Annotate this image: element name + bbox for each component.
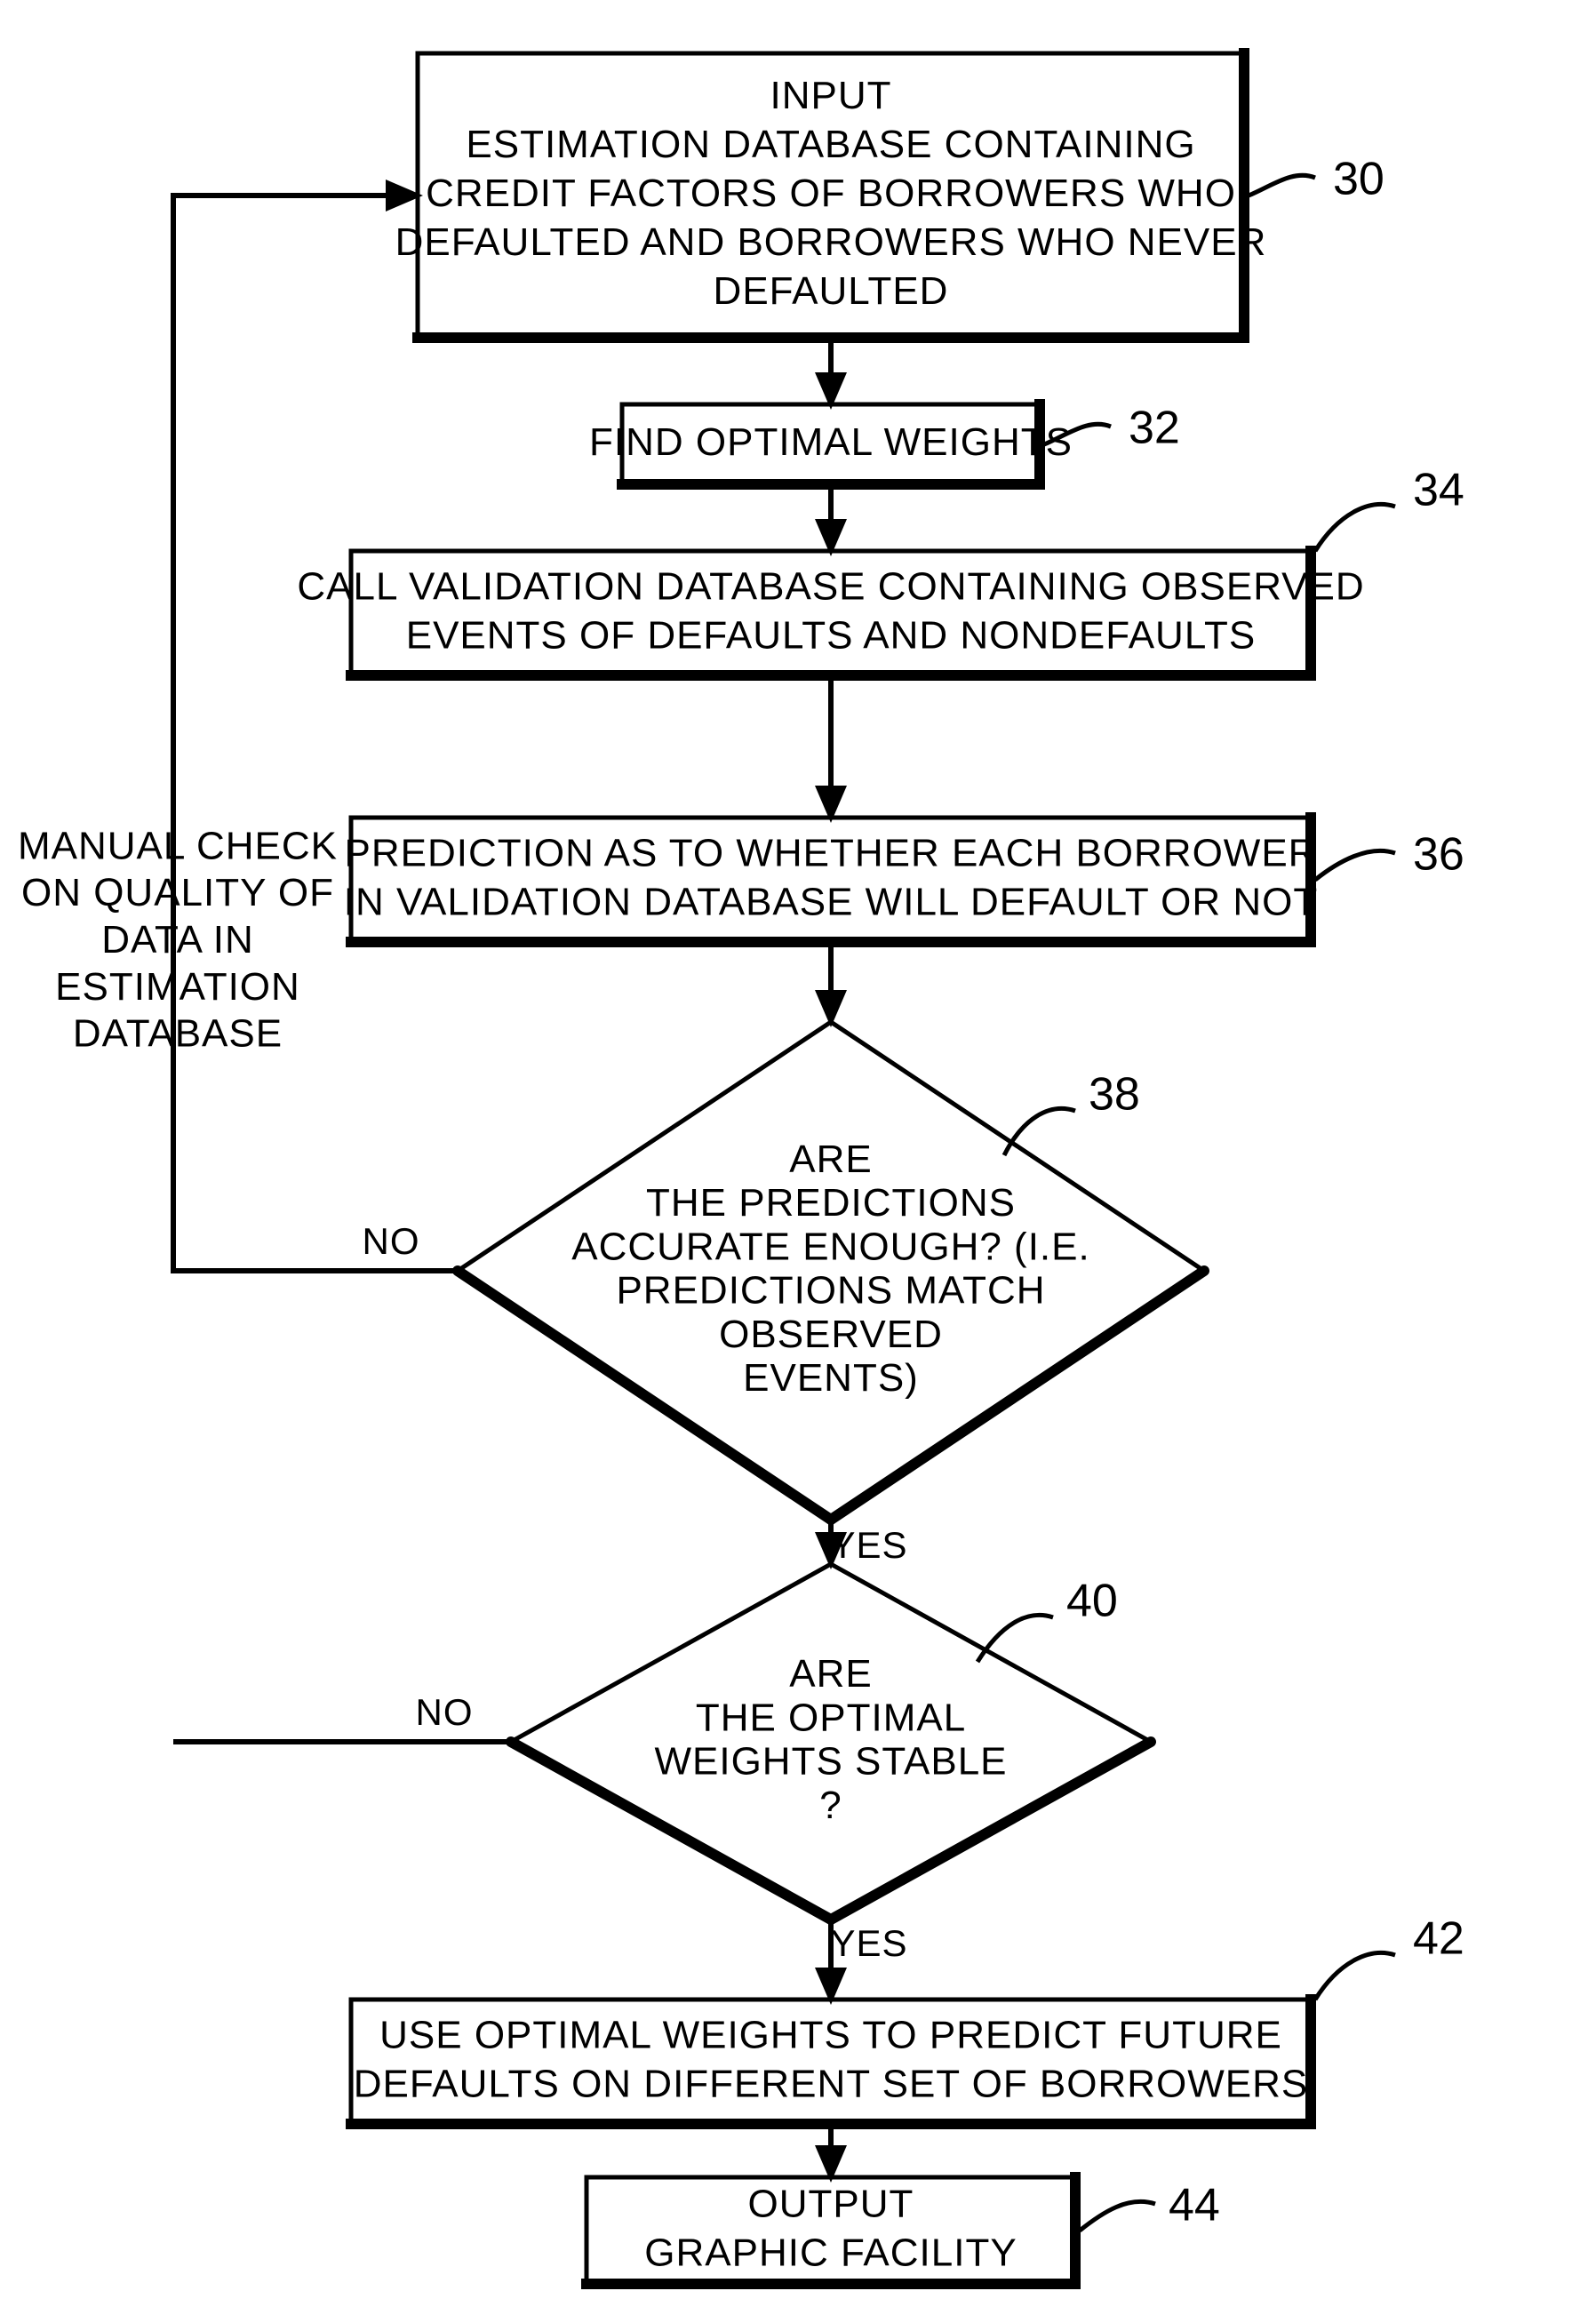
svg-text:FIND OPTIMAL WEIGHTS: FIND OPTIMAL WEIGHTS (589, 420, 1073, 464)
tag-number: 44 (1169, 2180, 1220, 2231)
tag-number: 42 (1413, 1913, 1464, 1965)
flowchart-node-n40: ARETHE OPTIMALWEIGHTS STABLE? (511, 1564, 1151, 1920)
tag-number: 32 (1129, 403, 1180, 454)
tag-leader (1315, 504, 1395, 551)
flowchart-node-n30: INPUTESTIMATION DATABASE CONTAININGCREDI… (395, 53, 1267, 338)
flowchart-node-n34: CALL VALIDATION DATABASE CONTAINING OBSE… (297, 551, 1364, 675)
tag-leader (1080, 2201, 1155, 2231)
tag-leader (1249, 175, 1315, 196)
flowchart-node-n44: OUTPUTGRAPHIC FACILITY (587, 2177, 1075, 2284)
flowchart-arrow-a8 (173, 196, 458, 1271)
tag-leader (1315, 1952, 1395, 2000)
edge-label: YES (830, 1524, 907, 1566)
manual-check-label: MANUAL CHECKON QUALITY OFDATA INESTIMATI… (18, 824, 338, 1055)
edge-label: NO (363, 1220, 420, 1262)
tag-number: 30 (1333, 154, 1385, 205)
flowchart-node-n32: FIND OPTIMAL WEIGHTS (589, 404, 1073, 484)
edge-label: NO (416, 1691, 474, 1733)
tag-number: 38 (1089, 1069, 1140, 1121)
tag-number: 36 (1413, 829, 1464, 881)
flowchart-node-n42: USE OPTIMAL WEIGHTS TO PREDICT FUTUREDEF… (351, 2000, 1311, 2124)
edge-label: YES (830, 1922, 907, 1964)
tag-number: 34 (1413, 465, 1464, 516)
tag-number: 40 (1066, 1576, 1118, 1627)
tag-leader (1315, 850, 1395, 880)
flowchart-node-n36: PREDICTION AS TO WHETHER EACH BORROWERIN… (344, 818, 1319, 942)
